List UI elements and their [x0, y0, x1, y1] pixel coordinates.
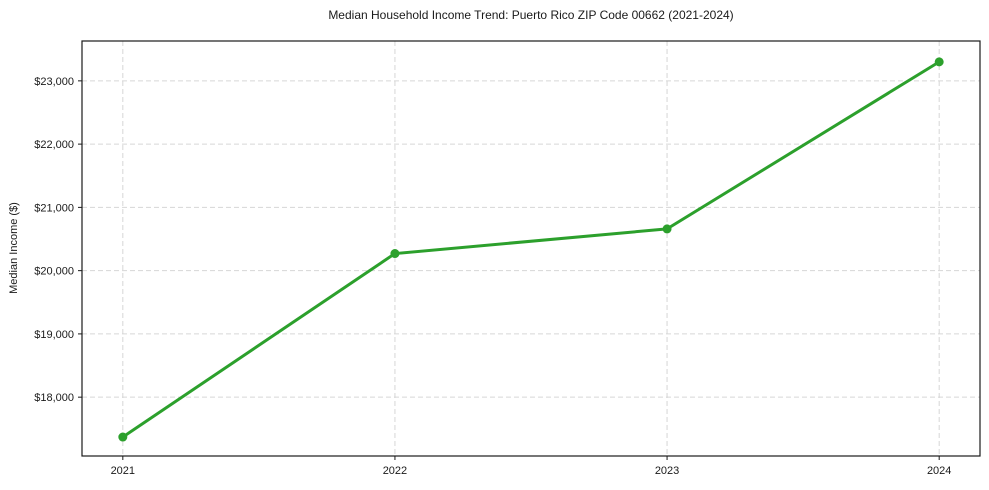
- y-tick-label: $19,000: [34, 329, 74, 341]
- chart-title: Median Household Income Trend: Puerto Ri…: [328, 8, 734, 22]
- y-axis-label: Median Income ($): [8, 202, 20, 294]
- data-point-marker: [118, 432, 128, 442]
- data-point-marker: [934, 57, 944, 67]
- x-tick-label: 2024: [927, 465, 951, 477]
- data-point-marker: [390, 249, 400, 259]
- axes-frame: [81, 40, 981, 457]
- x-tick-label: 2021: [111, 465, 135, 477]
- plot-background: [82, 41, 980, 456]
- y-tick-label: $18,000: [34, 392, 74, 404]
- trend-line: [121, 60, 941, 439]
- y-tick-label: $21,000: [34, 202, 74, 214]
- data-point-marker: [662, 224, 672, 234]
- x-tick-label: 2022: [383, 465, 407, 477]
- y-tick-label: $20,000: [34, 266, 74, 278]
- y-tick-label: $23,000: [34, 76, 74, 88]
- y-tick-label: $22,000: [34, 139, 74, 151]
- x-tick-label: 2023: [655, 465, 679, 477]
